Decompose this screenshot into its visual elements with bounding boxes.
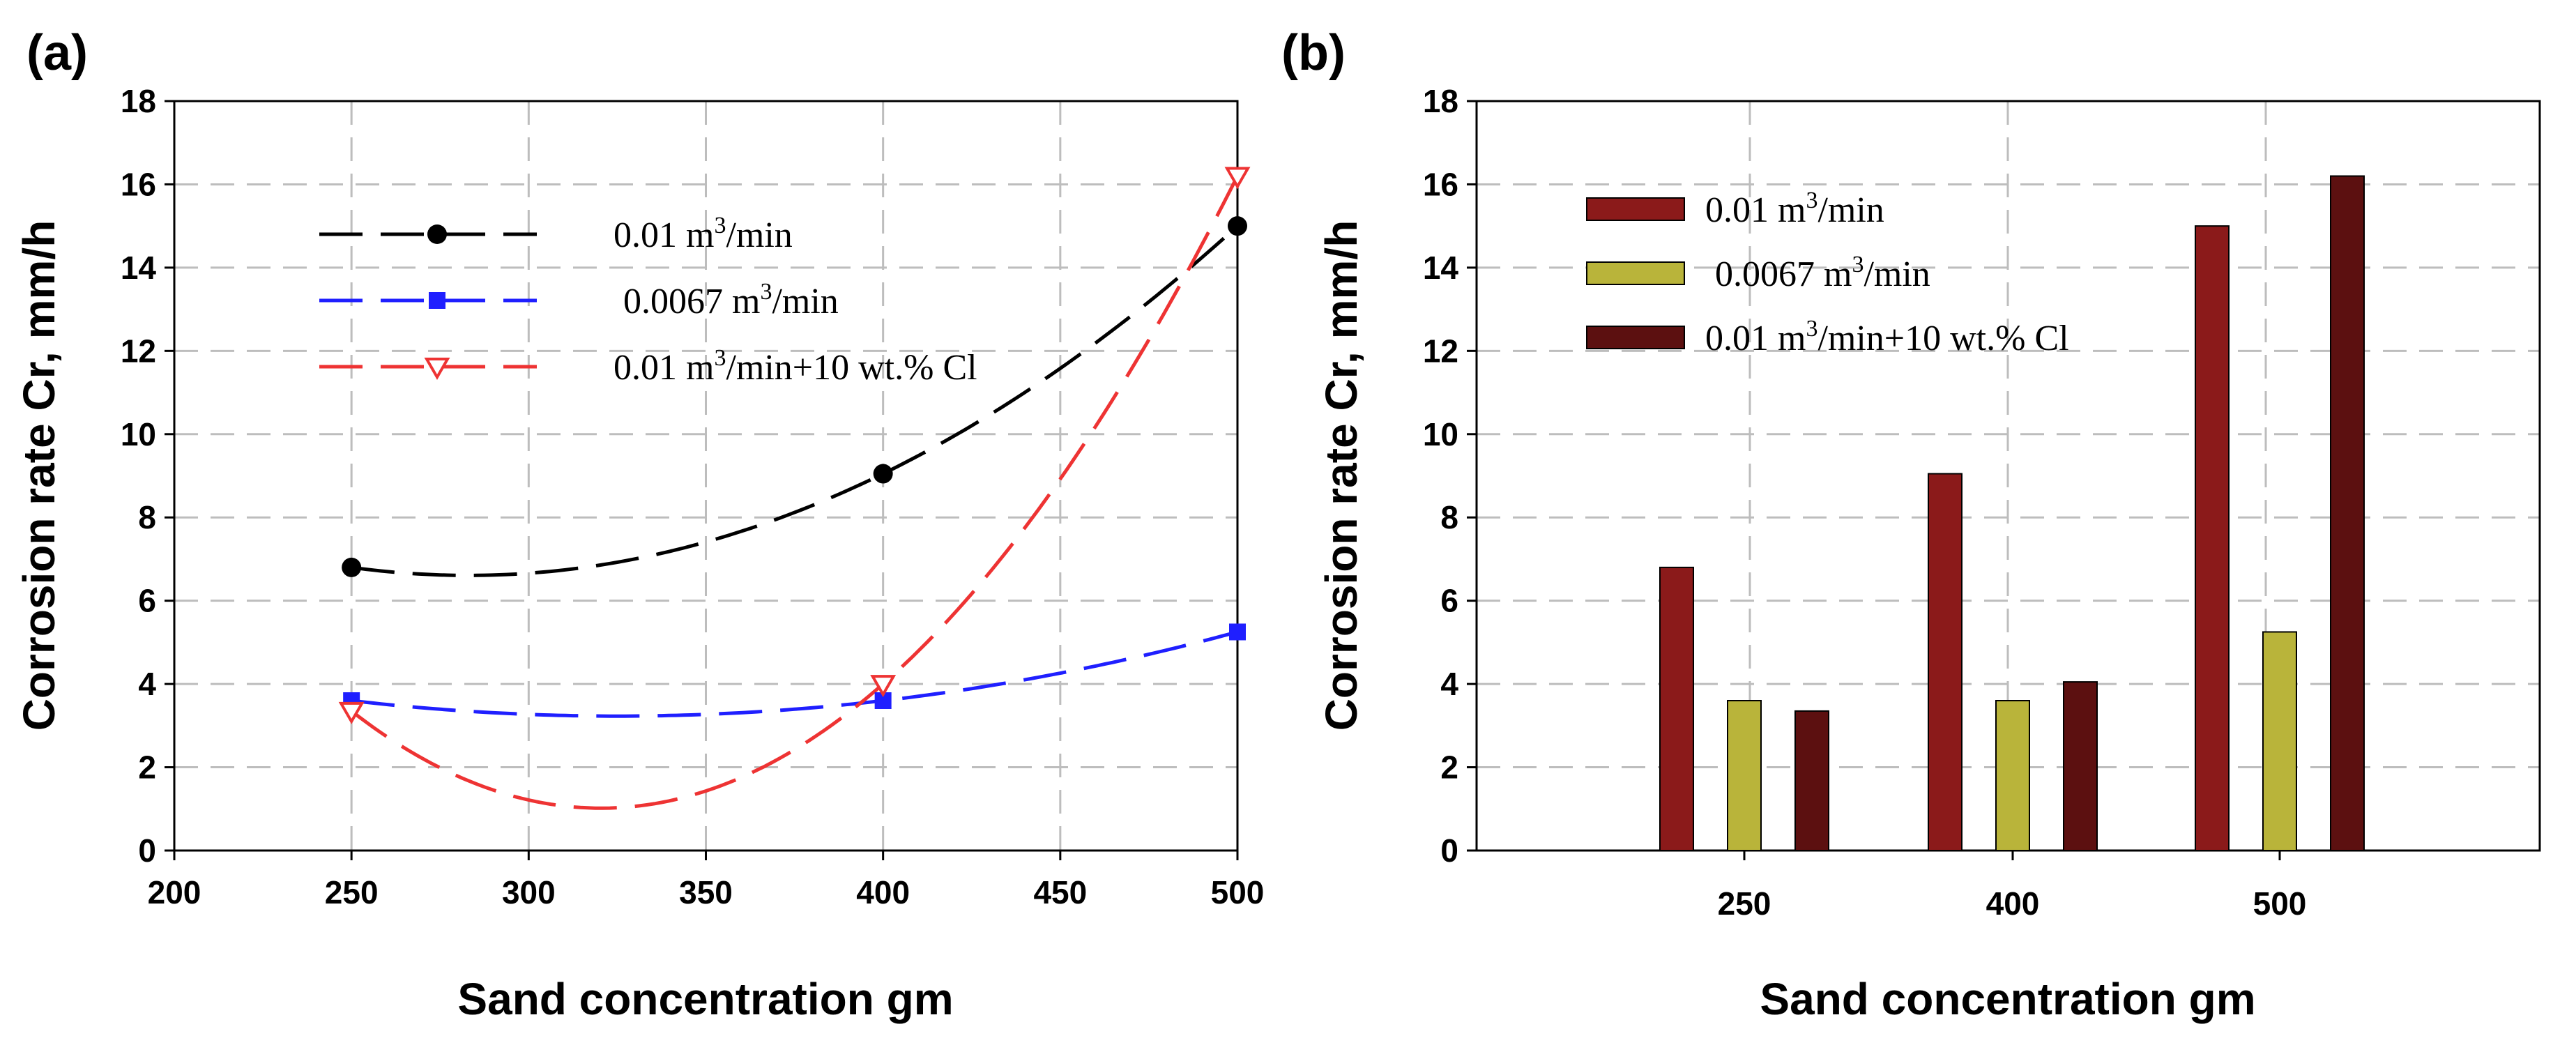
panel-b-legend-swatch-0	[1586, 197, 1685, 221]
panel-a-y-tick-label: 4	[138, 666, 156, 702]
panel-a-legend-label-1: 0.0067 m3/min	[623, 279, 839, 321]
panel-a-y-tick-label: 0	[138, 832, 156, 869]
panel-b-legend-label-0: 0.01 m3/min	[1705, 188, 1884, 230]
panel-a-y-tick-label: 10	[121, 416, 156, 452]
panel-b-y-tick-label: 2	[1440, 749, 1458, 786]
panel-b-bars	[1659, 175, 2365, 852]
panel-a-point-s0-1	[873, 464, 893, 484]
panel-a-point-s0-2	[1228, 216, 1247, 236]
panel-b-label: (b)	[1281, 25, 1346, 81]
panel-a-x-tick-label: 250	[325, 874, 379, 910]
panel-a-legend-label-0: 0.01 m3/min	[613, 213, 793, 255]
panel-b-bar-s2-500	[2330, 175, 2365, 851]
panel-b-x-tick-label: 500	[2253, 885, 2307, 922]
panel-a-x-tick-label: 200	[148, 874, 201, 910]
panel-b-y-tick-label: 8	[1440, 499, 1458, 535]
panel-a-x-tick-label: 450	[1033, 874, 1087, 910]
panel-a-legend-label-2: 0.01 m3/min+10 wt.% Cl	[613, 345, 977, 388]
panel-a-point-s2-1	[870, 675, 897, 698]
panel-a-line-chart: (a) 0 2 4 6 8 10 12 14 16 18 200 250 300 350 400 450 50…	[14, 25, 1264, 1024]
panel-b-y-tick-label: 6	[1440, 583, 1458, 619]
panel-a-x-tick-label: 500	[1211, 874, 1265, 910]
panel-a-x-tick-label: 350	[679, 874, 733, 910]
panel-b-bar-s0-500	[2195, 225, 2230, 851]
panel-a-y-tick-label: 6	[138, 583, 156, 619]
panel-a-x-tick-label: 300	[502, 874, 556, 910]
panel-a-label: (a)	[26, 25, 88, 81]
panel-b-x-tick-label: 400	[1986, 885, 2040, 922]
panel-b-y-tick-label: 18	[1423, 83, 1458, 119]
panel-a-x-tick-label: 400	[856, 874, 910, 910]
panel-a-legend-marker-1	[429, 292, 445, 309]
panel-b-bar-s1-400	[1995, 700, 2030, 851]
panel-a-y-tick-label: 18	[121, 83, 156, 119]
panel-b-bar-s2-250	[1794, 710, 1829, 851]
panel-a-series-line-0	[351, 224, 1239, 577]
panel-b-bar-s2-400	[2063, 681, 2098, 851]
panel-b-legend-swatch-2	[1586, 326, 1685, 349]
panel-a-y-tick-label: 8	[138, 499, 156, 535]
panel-b-x-tick-label: 250	[1718, 885, 1771, 922]
panel-b-y-axis-title: Corrosion rate Cr, mm/h	[1316, 220, 1366, 731]
panel-b-bar-s1-250	[1727, 700, 1762, 851]
panel-b-y-tick-label: 4	[1440, 666, 1458, 702]
panel-a-x-axis-title: Sand concentration gm	[457, 974, 953, 1024]
panel-b-x-ticks: 250 400 500	[1718, 851, 2307, 922]
panel-b-bar-s0-250	[1659, 566, 1694, 852]
panel-b-y-tick-label: 12	[1423, 333, 1458, 369]
panel-a-legend-marker-0	[427, 224, 447, 244]
panel-a-y-axis-title: Corrosion rate Cr, mm/h	[14, 220, 64, 731]
panel-b-legend-label-2: 0.01 m3/min+10 wt.% Cl	[1705, 316, 2069, 358]
panel-a-point-s2-0	[338, 701, 365, 724]
panel-b-bar-s1-500	[2262, 631, 2297, 851]
panel-b-legend: 0.01 m3/min 0.0067 m3/min 0.01 m3/min+10 w…	[1586, 188, 2069, 358]
panel-a-point-s1-2	[1229, 623, 1246, 641]
panel-b-bar-s0-400	[1928, 473, 1963, 851]
panel-a-y-tick-label: 16	[121, 166, 156, 202]
panel-b-y-tick-label: 0	[1440, 832, 1458, 869]
panel-b-x-axis-title: Sand concentration gm	[1760, 974, 2255, 1024]
panel-a-series-lines	[350, 175, 1240, 810]
panel-a-legend: 0.01 m3/min 0.0067 m3/min 0.01 m3/min+10 w…	[319, 213, 977, 388]
panel-b-y-tick-label: 14	[1423, 250, 1459, 286]
panel-a-y-tick-label: 14	[121, 250, 157, 286]
panel-a-legend-marker-2	[424, 358, 450, 381]
panel-b-legend-swatch-1	[1586, 261, 1685, 285]
panel-a-series-line-1	[351, 630, 1238, 718]
panel-a-point-s0-0	[342, 557, 362, 577]
panel-a-grid	[174, 101, 1237, 851]
panel-a-x-ticks: 200 250 300 350 400 450 500	[148, 851, 1265, 910]
panel-a-y-tick-label: 2	[138, 749, 156, 786]
panel-b-legend-label-1: 0.0067 m3/min	[1715, 252, 1930, 294]
panel-b-y-tick-label: 16	[1423, 166, 1458, 202]
panel-b-bar-chart: (b) 0 2 4 6 8 10 12 14 16 18 250 400 500 0.01 m3/mi…	[1281, 25, 2541, 1024]
panel-b-y-tick-label: 10	[1423, 416, 1458, 452]
panel-a-y-ticks: 0 2 4 6 8 10 12 14 16 18	[121, 83, 174, 869]
panel-a-point-s2-2	[1224, 167, 1251, 190]
panel-a-series-markers	[338, 167, 1251, 724]
panel-a-y-tick-label: 12	[121, 333, 156, 369]
panel-b-y-ticks: 0 2 4 6 8 10 12 14 16 18	[1423, 83, 1477, 869]
